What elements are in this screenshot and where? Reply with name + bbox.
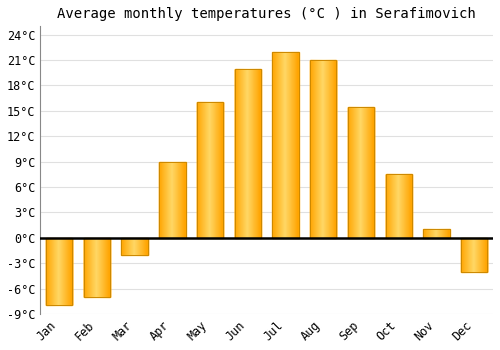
Bar <box>272 52 299 238</box>
Title: Average monthly temperatures (°C ) in Serafimovich: Average monthly temperatures (°C ) in Se… <box>58 7 476 21</box>
Bar <box>424 229 450 238</box>
Bar <box>84 238 110 297</box>
Bar <box>461 238 487 272</box>
Bar <box>197 103 224 238</box>
Bar <box>348 107 374 238</box>
Bar <box>159 162 186 238</box>
Bar <box>310 60 336 238</box>
Bar <box>386 174 412 238</box>
Bar <box>122 238 148 255</box>
Bar <box>234 69 261 238</box>
Bar <box>46 238 72 306</box>
